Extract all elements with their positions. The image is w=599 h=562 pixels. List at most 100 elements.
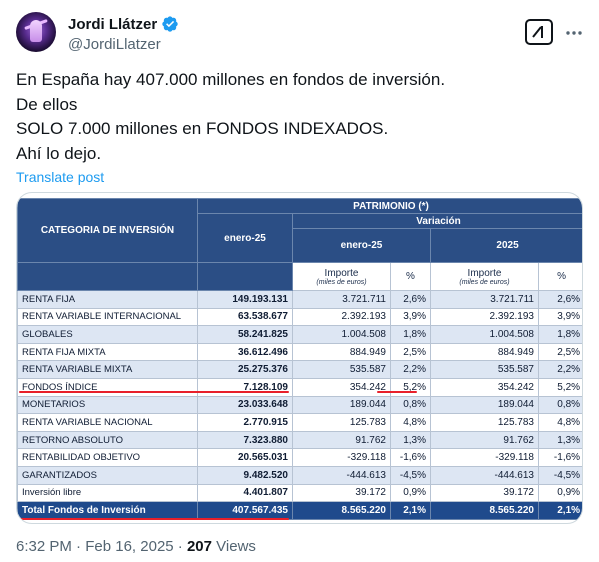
table-cell: 0,9% [390,483,431,503]
category-header: CATEGORIA DE INVERSIÓN [17,198,198,263]
separator: · [76,538,82,555]
grok-button[interactable] [525,19,553,45]
table-cell: -4,5% [390,465,431,485]
table-cell: 2,5% [390,342,431,362]
table-cell: 7.128.109 [197,377,293,397]
post-time[interactable]: 6:32 PM [16,538,72,555]
post-text: En España hay 407.000 millones en fondos… [16,68,576,166]
table-cell: 1,3% [537,430,582,450]
table-cell: 4,8% [537,413,582,432]
post-line: De ellos [16,94,78,114]
table-cell: 3.721.711 [292,290,391,309]
enero-header: enero-25 [197,213,293,263]
table-cell: 1,8% [390,325,431,344]
table-cell: 2,1% [390,501,431,521]
table-cell: 189.044 [430,395,539,415]
table-row: RENTABILIDAD OBJETIVO 20.565.031 -329.118-… [17,448,582,467]
table-cell: -1,6% [537,448,582,467]
table-cell: 884.949 [430,342,539,362]
views-label: Views [216,538,256,555]
table-cell: 884.949 [292,342,391,362]
table-cell: 91.762 [292,430,391,450]
table-cell: 58.241.825 [197,325,293,344]
table-cell: FONDOS ÍNDICE [17,377,198,397]
table-cell: 407.567.435 [197,501,293,521]
table-cell: 8.565.220 [430,501,539,521]
table-cell: -444.613 [292,465,391,485]
table-cell: 0,8% [537,395,582,415]
table-cell: -1,6% [390,448,431,467]
table-cell: 0,9% [537,483,582,503]
table-cell: 2,6% [537,290,582,309]
table-cell: 125.783 [430,413,539,432]
table-cell: RENTA VARIABLE NACIONAL [17,413,198,432]
table-row: Inversión libre 4.401.807 39.172 0,9% 39.172… [17,483,582,503]
table-row: RENTA VARIABLE INTERNACIONAL 63.538.677 2.… [17,307,582,327]
post-date[interactable]: Feb 16, 2025 [85,538,174,555]
blank-header [17,262,198,291]
fund-table: CATEGORIA DE INVERSIÓN PATRIMONIO (*) en… [17,198,582,521]
table-row: FONDOS ÍNDICE 7.128.109 354.242 5,2% 354.242… [17,377,582,397]
separator: · [177,538,183,555]
post-line: Ahí lo dejo. [16,143,102,163]
table-cell: 1.004.508 [430,325,539,344]
table-row: GARANTIZADOS 9.482.520 -444.613 -4,5% -444.6… [17,465,582,485]
table-cell: 354.242 [430,377,539,397]
blank-header [197,262,293,291]
verified-badge-icon [162,16,178,32]
table-cell: 149.193.131 [197,290,293,309]
fund-table-body: RENTA FIJA 149.193.131 3.721.711 2,6% 3.721.… [17,290,582,521]
table-cell: -329.118 [292,448,391,467]
table-cell: 125.783 [292,413,391,432]
table-cell: 5,2% [390,377,431,397]
table-cell: 2.770.915 [197,413,293,432]
table-cell: 25.275.376 [197,360,293,379]
table-cell: 1,3% [390,430,431,450]
patrimonio-header: PATRIMONIO (*) [196,198,582,214]
table-cell: 20.565.031 [197,448,293,467]
importe-header: Importe (miles de euros) [292,262,391,291]
display-name[interactable]: Jordi Llátzer [68,15,158,33]
table-cell: 2,2% [537,360,582,379]
table-cell: -329.118 [430,448,539,467]
table-cell: RENTA VARIABLE INTERNACIONAL [17,307,198,327]
post-image[interactable]: CATEGORIA DE INVERSIÓN PATRIMONIO (*) en… [16,192,583,524]
post-line: En España hay 407.000 millones en fondos… [16,70,446,89]
table-row: GLOBALES 58.241.825 1.004.508 1,8% 1.004.508… [17,325,582,344]
table-cell: 1,8% [537,325,582,344]
post-header: Jordi Llátzer @JordiLlatzer [16,12,583,60]
var-2025-header: 2025 [429,228,582,263]
more-options-icon[interactable] [565,24,583,42]
fund-table-container: CATEGORIA DE INVERSIÓN PATRIMONIO (*) en… [17,198,582,521]
table-cell: 4.401.807 [197,483,293,503]
table-cell: GLOBALES [17,325,198,344]
table-cell: 23.033.648 [197,395,293,415]
table-cell: Total Fondos de Inversión [17,501,198,521]
importe-header: Importe (miles de euros) [430,262,539,291]
table-row: RENTA FIJA MIXTA 36.612.496 884.949 2,5% 884… [17,342,582,362]
table-cell: 63.538.677 [197,307,293,327]
table-row: MONETARIOS 23.033.648 189.044 0,8% 189.044 0,… [17,395,582,415]
avatar[interactable] [16,12,56,52]
table-cell: 2,2% [390,360,431,379]
table-cell: 3.721.711 [430,290,539,309]
table-cell: RENTA FIJA MIXTA [17,342,198,362]
grok-icon [532,26,543,38]
table-cell: 8.565.220 [292,501,391,521]
highlight-underline-pct [377,391,417,393]
table-cell: RETORNO ABSOLUTO [17,430,198,450]
name-row: Jordi Llátzer [68,14,179,34]
translate-post-link[interactable]: Translate post [16,169,105,185]
table-cell: 9.482.520 [197,465,293,485]
handle[interactable]: @JordiLlatzer [68,36,161,53]
table-cell: 3,9% [537,307,582,327]
table-cell: 39.172 [430,483,539,503]
table-cell: 1.004.508 [292,325,391,344]
table-cell: 2.392.193 [292,307,391,327]
avatar-figure [30,20,42,42]
post-metadata: 6:32 PM · Feb 16, 2025 · 207 Views [16,538,256,555]
pct-header: % [537,262,582,291]
table-cell: GARANTIZADOS [17,465,198,485]
table-cell: Inversión libre [17,483,198,503]
table-cell: RENTA VARIABLE MIXTA [17,360,198,379]
